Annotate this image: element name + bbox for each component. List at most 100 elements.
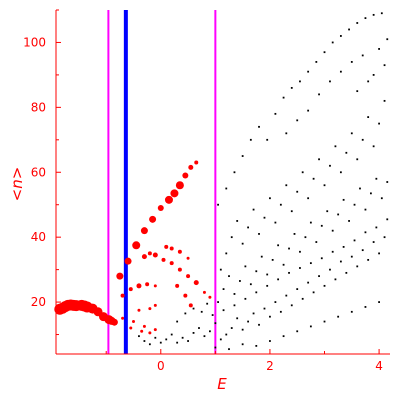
series-1-point-81 — [236, 220, 239, 222]
series-1-point-169 — [255, 344, 258, 347]
series-1-point-104 — [361, 138, 364, 141]
series-0-point-34 — [186, 274, 191, 279]
series-1-point-62 — [304, 236, 307, 239]
series-1-point-111 — [233, 171, 236, 174]
series-1-point-149 — [211, 314, 214, 316]
series-1-point-38 — [345, 271, 348, 274]
series-1-point-3 — [154, 336, 157, 339]
series-1-point-30 — [301, 297, 304, 300]
series-1-point-137 — [350, 61, 353, 63]
series-1-point-148 — [206, 302, 209, 305]
series-1-point-176 — [350, 310, 353, 313]
series-1-point-175 — [337, 315, 340, 318]
series-1-point-4 — [159, 341, 162, 344]
series-1-point-20 — [247, 320, 250, 323]
series-1-point-157 — [299, 267, 301, 269]
series-1-point-84 — [252, 208, 255, 211]
series-1-point-34 — [323, 284, 326, 287]
series-1-point-120 — [307, 70, 310, 73]
y-tick-label-4: 100 — [23, 35, 46, 49]
series-1-point-5 — [165, 338, 168, 341]
series-1-point-127 — [364, 17, 367, 20]
axes — [55, 10, 390, 355]
series-0-point-39 — [177, 249, 182, 254]
series-0-point-44 — [145, 282, 150, 287]
series-1-point-0 — [138, 335, 140, 338]
series-1-point-70 — [348, 220, 350, 222]
series-1-point-49 — [233, 293, 236, 295]
y-axis-title: <n> — [8, 167, 26, 202]
series-1-point-37 — [339, 260, 342, 263]
series-1-point-56 — [271, 258, 274, 261]
series-0-point-58 — [140, 329, 144, 333]
series-1-point-67 — [331, 229, 334, 232]
series-1-point-112 — [241, 155, 244, 157]
series-1-point-2 — [148, 343, 151, 346]
series-1-point-57 — [277, 244, 280, 247]
series-1-point-106 — [372, 145, 375, 148]
series-1-point-83 — [247, 226, 250, 229]
series-1-point-32 — [312, 291, 315, 294]
series-0-point-37 — [164, 244, 169, 249]
series-1-point-125 — [348, 28, 350, 31]
series-1-point-124 — [339, 35, 342, 37]
series-1-point-161 — [342, 246, 345, 248]
series-1-point-60 — [293, 233, 296, 235]
series-1-point-74 — [369, 192, 372, 195]
series-1-point-171 — [282, 335, 285, 338]
series-1-point-11 — [198, 327, 200, 329]
series-1-point-113 — [249, 138, 252, 141]
series-1-point-48 — [228, 275, 230, 278]
series-1-point-164 — [375, 226, 378, 229]
series-0-point-29 — [147, 251, 152, 256]
series-1-point-59 — [288, 247, 290, 250]
x-axis-title: E — [217, 375, 227, 393]
series-1-point-126 — [356, 22, 359, 24]
series-0-point-46 — [175, 283, 180, 288]
series-0-point-47 — [183, 293, 188, 298]
series-1-point-26 — [279, 310, 282, 313]
series-1-point-9 — [187, 340, 189, 342]
series-1-point-40 — [356, 265, 359, 268]
series-1-point-174 — [323, 320, 326, 323]
series-1-point-64 — [315, 241, 318, 243]
series-1-point-147 — [200, 310, 203, 313]
series-1-point-153 — [255, 291, 258, 294]
series-1-point-105 — [367, 116, 370, 118]
series-1-point-121 — [315, 61, 318, 63]
series-1-point-85 — [258, 233, 260, 235]
series-1-point-42 — [367, 258, 370, 261]
series-1-point-159 — [320, 257, 323, 260]
series-1-point-39 — [350, 255, 353, 258]
series-0-point-23 — [170, 189, 179, 198]
series-1-point-101 — [345, 151, 348, 154]
series-0-point-41 — [120, 293, 125, 298]
series-1-point-63 — [309, 221, 312, 224]
series-1-point-87 — [269, 197, 271, 200]
data-points — [54, 12, 389, 351]
series-1-point-47 — [222, 288, 225, 290]
series-1-point-24 — [269, 315, 271, 318]
series-1-point-107 — [378, 122, 380, 125]
series-1-point-92 — [296, 190, 299, 193]
series-1-point-29 — [296, 288, 299, 290]
series-1-point-89 — [279, 203, 282, 206]
series-1-point-14 — [214, 322, 217, 325]
series-1-point-68 — [337, 213, 340, 216]
series-1-point-123 — [331, 41, 334, 44]
series-1-point-163 — [364, 231, 367, 234]
series-0-point-56 — [153, 328, 157, 332]
series-1-point-170 — [269, 340, 271, 342]
series-1-point-132 — [296, 119, 299, 122]
series-1-point-129 — [380, 12, 383, 15]
series-1-point-16 — [225, 333, 228, 336]
series-1-point-100 — [339, 171, 342, 174]
series-1-point-119 — [299, 80, 301, 83]
series-1-point-160 — [331, 250, 334, 253]
series-0-point-24 — [175, 181, 184, 190]
series-1-point-75 — [375, 177, 378, 180]
series-1-point-133 — [307, 109, 310, 112]
series-1-point-128 — [372, 13, 375, 16]
series-0-point-55 — [142, 324, 146, 328]
